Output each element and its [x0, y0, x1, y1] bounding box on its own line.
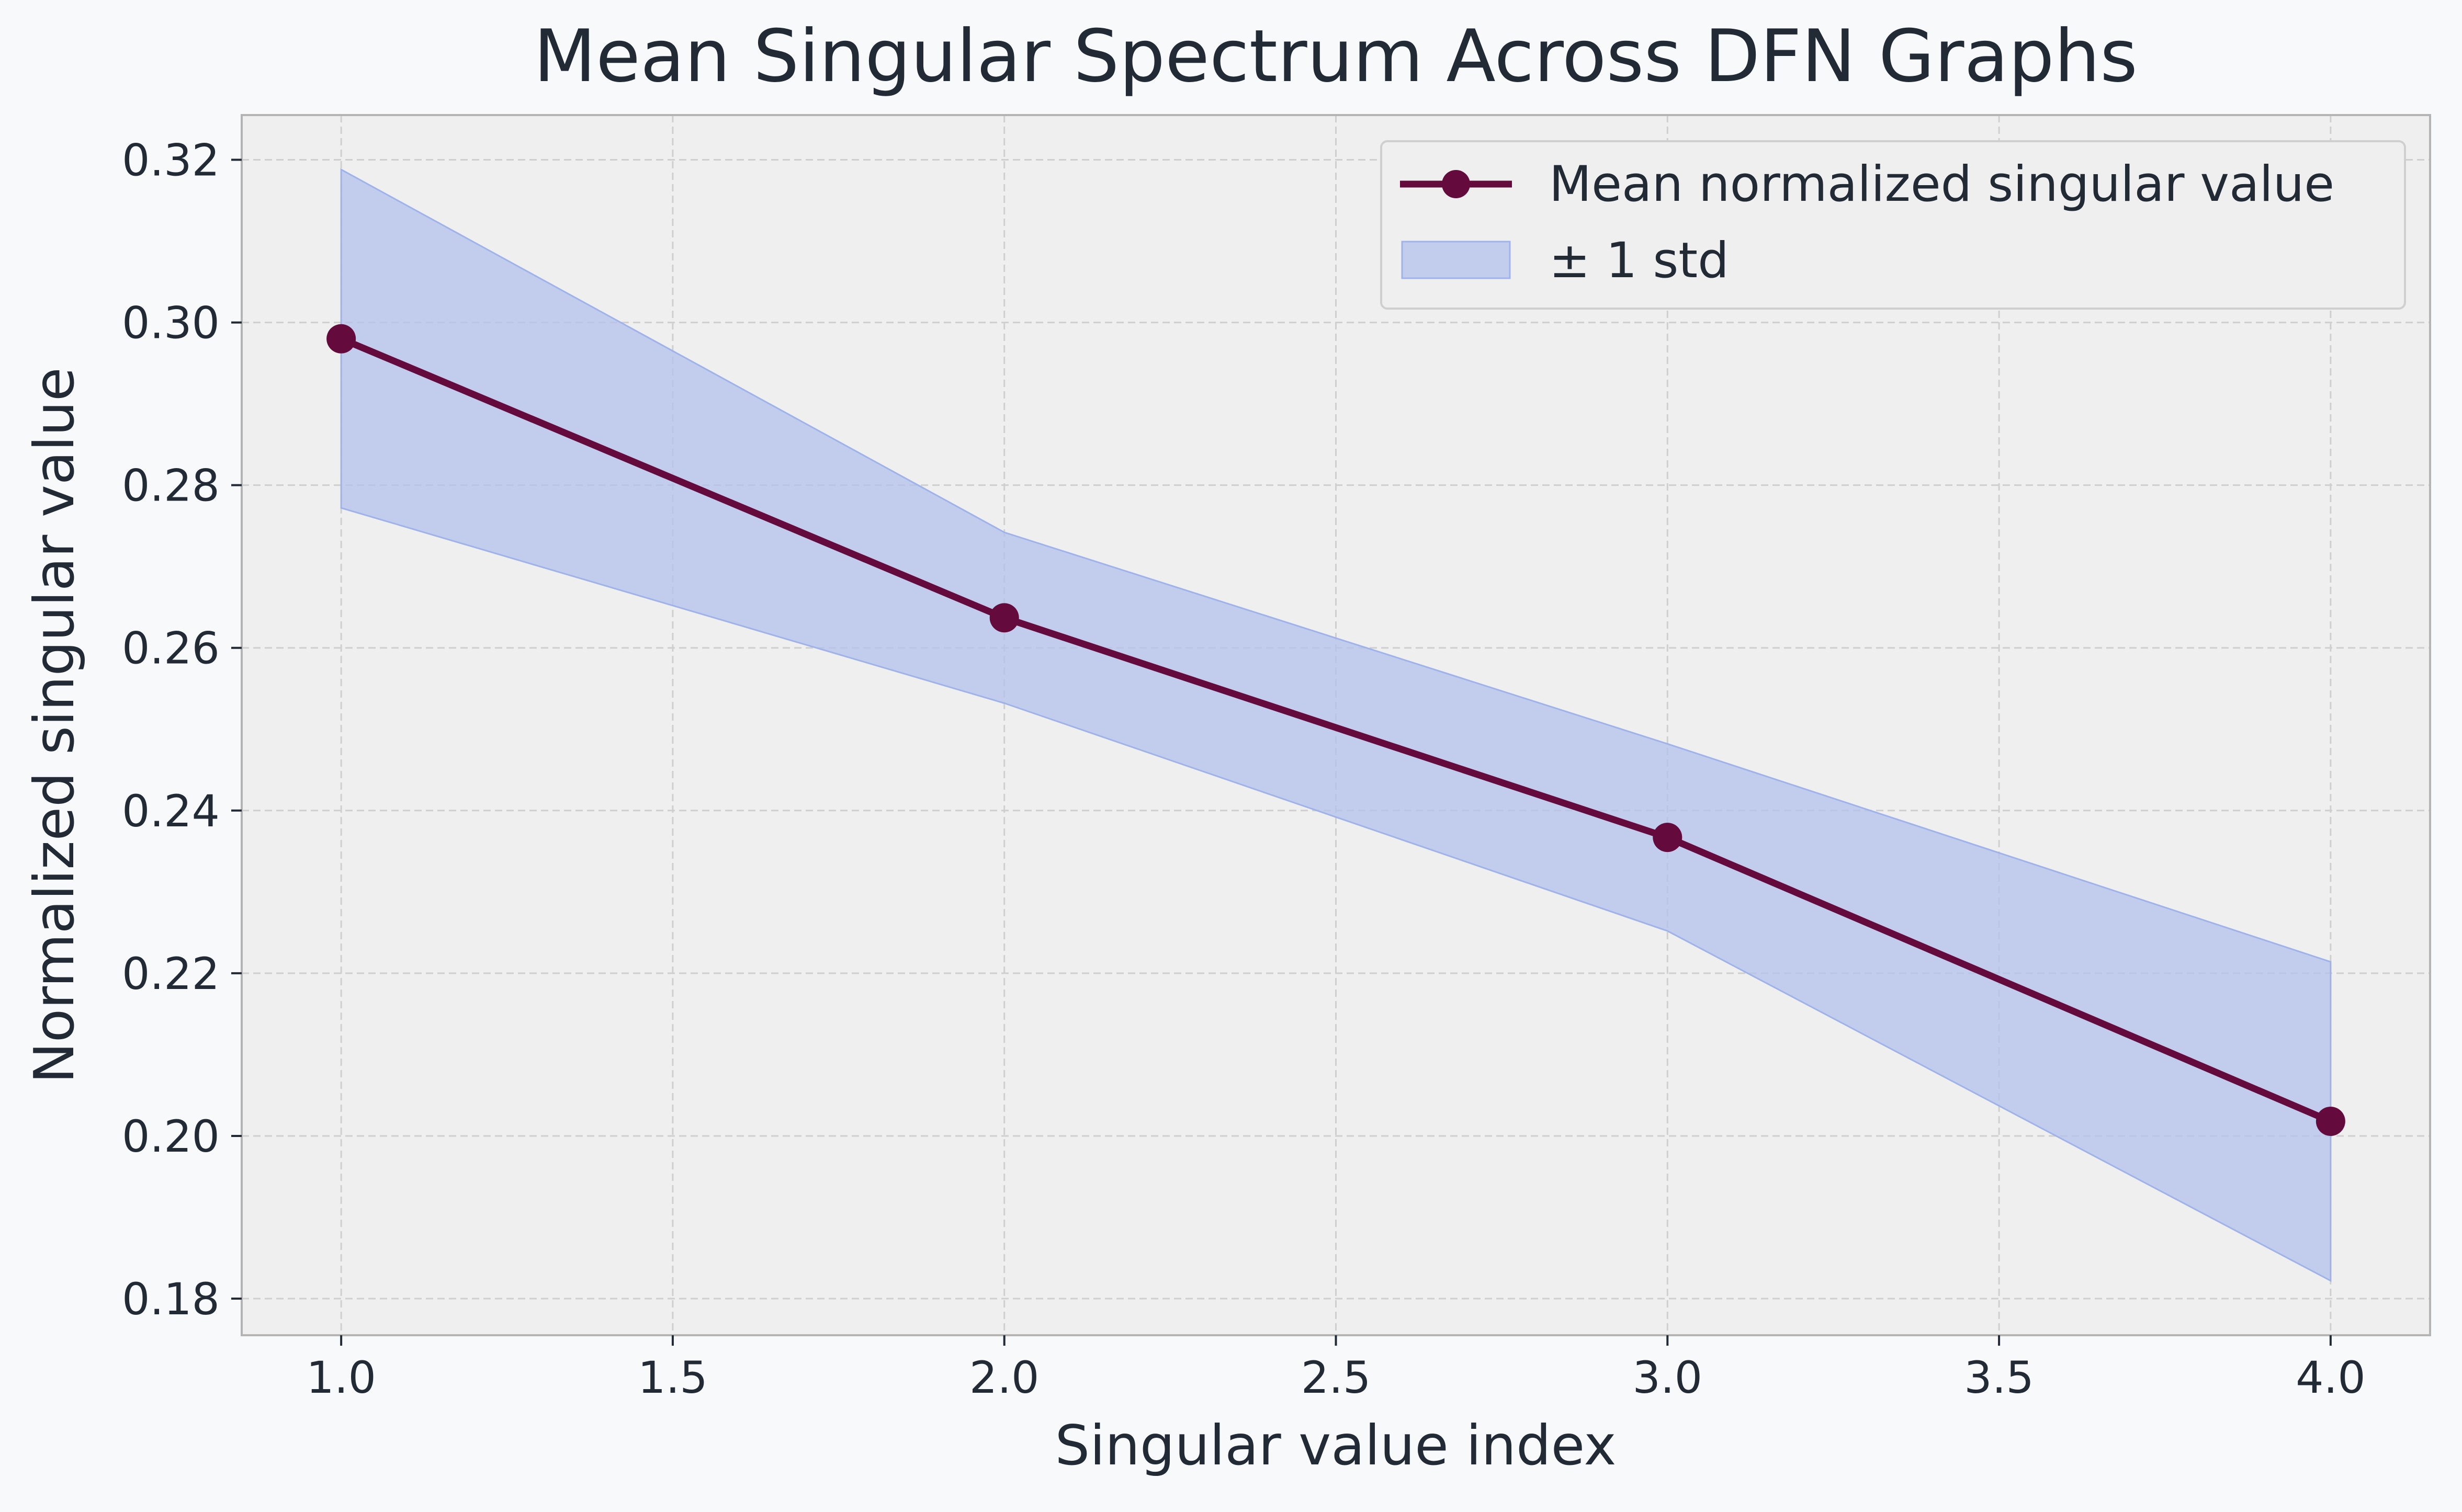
- y-tick-label-3: 0.24: [122, 786, 220, 837]
- x-tick-label-6: 4.0: [2296, 1352, 2366, 1403]
- data-point-1: [326, 324, 356, 354]
- legend-label-mean: Mean normalized singular value: [1549, 156, 2334, 213]
- legend-label-std: ± 1 std: [1549, 232, 1729, 289]
- data-point-4: [2316, 1106, 2345, 1136]
- y-tick-label-1: 0.20: [122, 1111, 220, 1162]
- x-tick-label-3: 2.5: [1301, 1352, 1371, 1403]
- data-points: [326, 324, 2345, 1136]
- legend-swatch-std: [1401, 241, 1511, 279]
- y-axis-ticks: 0.18 0.20 0.22 0.24 0.26 0.28 0.30 0.32: [122, 135, 242, 1325]
- series-line-mean: [340, 335, 2332, 1124]
- data-point-2: [989, 603, 1019, 633]
- y-tick-label-4: 0.26: [122, 623, 220, 674]
- y-tick-label-2: 0.22: [122, 948, 220, 999]
- y-tick-label-7: 0.32: [122, 135, 220, 186]
- x-tick-label-1: 1.5: [638, 1352, 708, 1403]
- y-tick-label-6: 0.30: [122, 298, 220, 349]
- x-axis-ticks: 1.0 1.5 2.0 2.5 3.0 3.5 4.0: [306, 1335, 2366, 1403]
- x-tick-label-4: 3.0: [1632, 1352, 1702, 1403]
- legend-box: [1380, 140, 2406, 310]
- x-axis-label: Singular value index: [1055, 1414, 1616, 1477]
- data-point-3: [1653, 823, 1682, 852]
- y-axis-label: Normalized singular value: [22, 367, 86, 1083]
- x-tick-label-5: 3.5: [1964, 1352, 2034, 1403]
- x-tick-label-2: 2.0: [969, 1352, 1040, 1403]
- legend-swatch-mean-marker: [1442, 170, 1470, 198]
- y-tick-label-0: 0.18: [122, 1274, 220, 1325]
- chart-title: Mean Singular Spectrum Across DFN Graphs: [534, 14, 2138, 98]
- y-tick-label-5: 0.28: [122, 460, 220, 511]
- legend: Mean normalized singular value ± 1 std: [1380, 140, 2406, 310]
- x-tick-label-0: 1.0: [306, 1352, 376, 1403]
